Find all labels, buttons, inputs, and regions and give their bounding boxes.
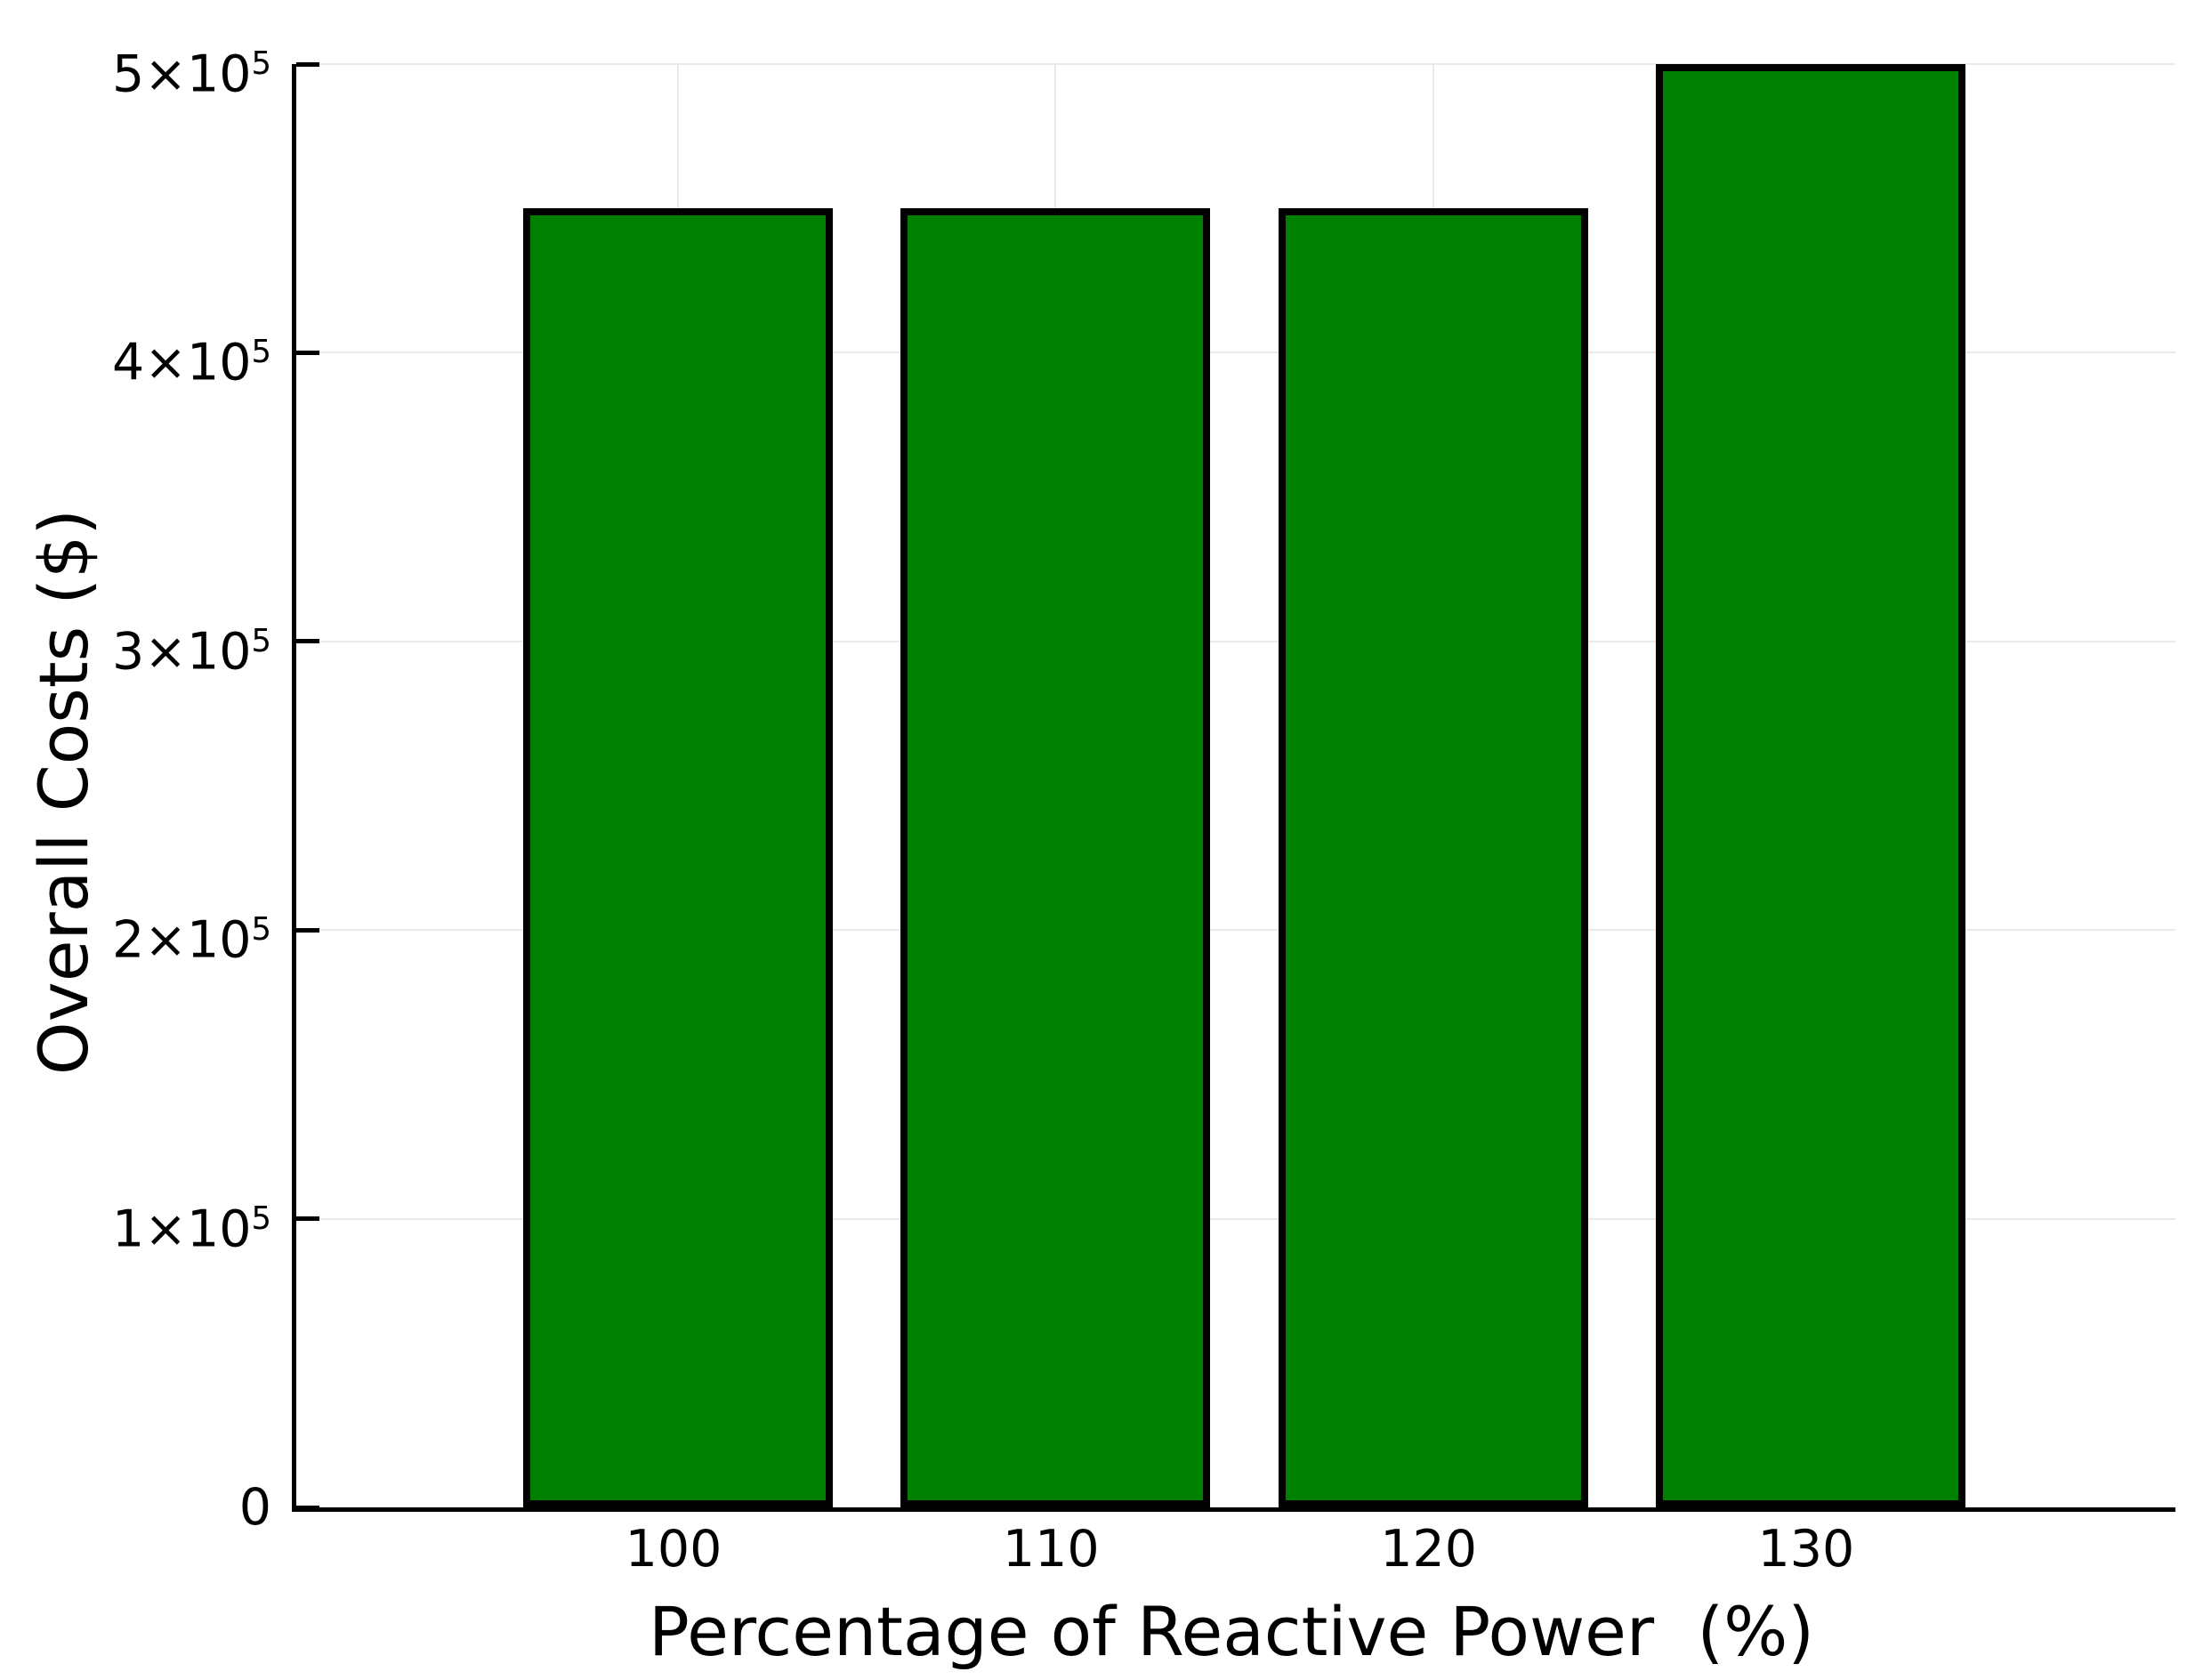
horizontal-gridline (296, 63, 2175, 65)
x-tick-label-110: 110 (1002, 1520, 1100, 1579)
y-tick-label-400000: 4×105 (0, 321, 271, 393)
y-tick-label-exponent: 5 (251, 45, 271, 82)
bar-130 (1655, 64, 1965, 1507)
y-tick-label-mantissa: 1×10 (111, 1199, 252, 1259)
bar-110 (900, 208, 1211, 1507)
y-tick-label-exponent: 5 (251, 911, 271, 949)
horizontal-gridline (296, 1217, 2175, 1220)
horizontal-gridline (296, 929, 2175, 932)
y-tick-label-mantissa: 4×10 (111, 333, 252, 392)
x-tick-label-120: 120 (1380, 1520, 1477, 1579)
y-axis-tick-mark (296, 1216, 319, 1222)
y-axis-tick-mark (296, 61, 319, 67)
y-tick-label-300000: 3×105 (0, 610, 271, 682)
y-tick-label-mantissa: 0 (238, 1478, 271, 1537)
y-axis-tick-mark (296, 927, 319, 933)
y-tick-label-exponent: 5 (251, 1199, 271, 1237)
y-tick-label-0: 0 (0, 1476, 271, 1539)
y-axis-title: Overall Costs ($) (24, 508, 103, 1076)
horizontal-gridline (296, 351, 2175, 354)
x-axis-title: Percentage of Reactive Power (%) (648, 1592, 1815, 1671)
bar-120 (1278, 208, 1588, 1507)
y-axis-tick-mark (296, 350, 319, 355)
horizontal-gridline (296, 640, 2175, 642)
x-tick-label-130: 130 (1757, 1520, 1855, 1579)
y-tick-label-500000: 5×105 (0, 33, 271, 105)
y-tick-label-200000: 2×105 (0, 899, 271, 971)
y-axis-tick-mark (296, 1505, 319, 1510)
bar-100 (523, 208, 833, 1507)
x-tick-label-100: 100 (625, 1520, 722, 1579)
y-tick-label-100000: 1×105 (0, 1188, 271, 1260)
y-tick-label-mantissa: 2×10 (111, 910, 252, 970)
y-tick-label-exponent: 5 (251, 622, 271, 659)
y-tick-label-mantissa: 5×10 (111, 44, 252, 104)
y-tick-label-exponent: 5 (251, 334, 271, 371)
y-axis-tick-mark (296, 639, 319, 644)
y-tick-label-mantissa: 3×10 (111, 622, 252, 682)
plot-area (292, 61, 2175, 1512)
